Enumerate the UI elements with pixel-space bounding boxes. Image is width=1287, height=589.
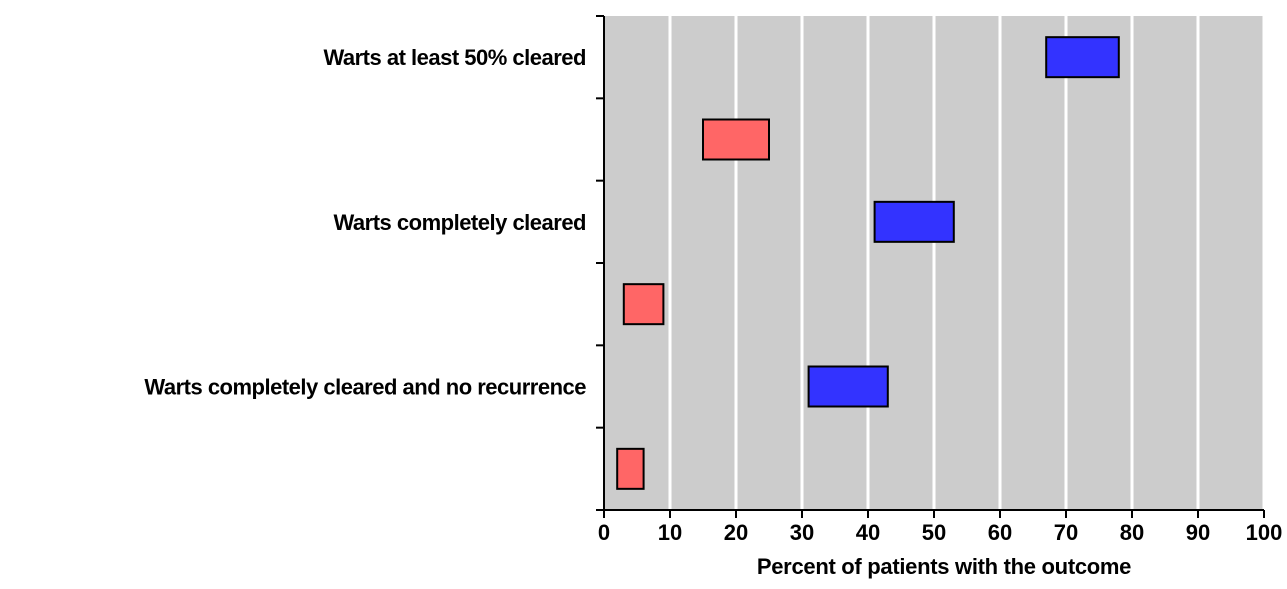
range-bar [616,447,645,490]
x-tick-label: 30 [790,520,814,545]
x-tick-label: 90 [1186,520,1210,545]
x-tick-label: 20 [724,520,748,545]
x-tick-label: 0 [598,520,610,545]
range-bar [702,118,770,161]
category-label: Warts at least 50% cleared [323,45,586,70]
x-axis-label: Percent of patients with the outcome [757,554,1131,579]
x-tick-label: 10 [658,520,682,545]
x-tick-label: 40 [856,520,880,545]
range-bar [622,283,665,326]
axes: 0 10 20 30 40 50 60 70 80 90 100 [596,15,1283,545]
x-tick-label: 80 [1120,520,1144,545]
range-bar [807,365,889,408]
range-bar [873,200,955,243]
range-bar [1045,36,1120,79]
x-tick-label: 70 [1054,520,1078,545]
x-tick-label: 60 [988,520,1012,545]
category-label: Warts completely cleared and no recurren… [144,375,586,400]
x-tick-label: 100 [1246,520,1283,545]
bars [616,36,1120,490]
gridlines [668,16,1266,510]
x-tick-label: 50 [922,520,946,545]
category-label: Warts completely cleared [333,210,586,235]
category-labels: Warts at least 50% cleared Warts complete… [144,45,586,399]
